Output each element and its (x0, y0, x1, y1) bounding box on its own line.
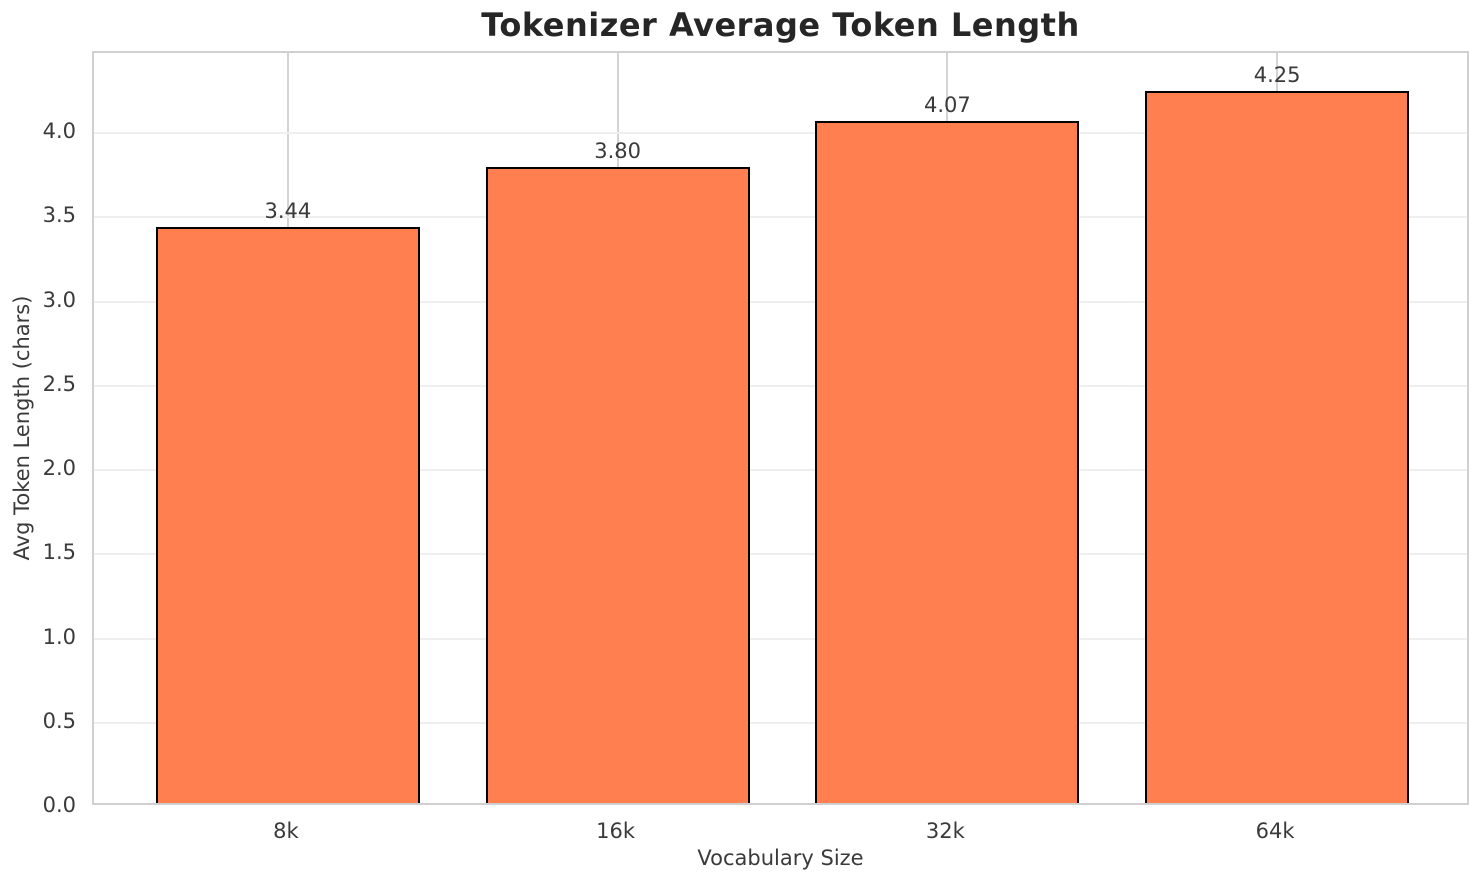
gridline-horizontal (94, 216, 1467, 219)
y-tick-3.0: 3.0 (42, 287, 76, 312)
gridline-horizontal (94, 469, 1467, 472)
y-tick-3.5: 3.5 (42, 203, 76, 228)
gridline-horizontal (94, 637, 1467, 640)
bar-8k (155, 227, 420, 803)
x-tick-64k: 64k (1255, 819, 1295, 843)
bar-64k (1145, 90, 1409, 803)
gridline-horizontal (94, 384, 1467, 387)
gridline-horizontal (94, 300, 1467, 303)
y-tick-4.0: 4.0 (42, 119, 76, 144)
gridline-horizontal (94, 721, 1467, 724)
x-tick-8k: 8k (273, 819, 299, 843)
bar-value-label: 3.80 (594, 138, 642, 163)
y-tick-0.0: 0.0 (42, 793, 76, 817)
bar-32k (815, 121, 1080, 803)
x-axis-label: Vocabulary Size (697, 846, 864, 870)
y-tick-2.0: 2.0 (42, 456, 76, 481)
bar-value-label: 3.44 (264, 199, 312, 224)
y-tick-1.0: 1.0 (42, 624, 76, 649)
chart-title: Tokenizer Average Token Length (481, 6, 1080, 44)
y-tick-0.5: 0.5 (42, 708, 76, 733)
gridline-horizontal (94, 132, 1467, 135)
y-axis-label: Avg Token Length (chars) (10, 295, 34, 561)
y-tick-2.5: 2.5 (42, 371, 76, 396)
x-tick-16k: 16k (596, 819, 636, 843)
x-tick-32k: 32k (925, 819, 965, 843)
bar-value-label: 4.25 (1253, 62, 1301, 87)
bar-16k (485, 166, 750, 803)
y-tick-1.5: 1.5 (42, 540, 76, 565)
gridline-horizontal (94, 553, 1467, 556)
plot-area: 3.44 3.80 4.07 4.25 (92, 51, 1469, 805)
bar-value-label: 4.07 (923, 93, 971, 118)
